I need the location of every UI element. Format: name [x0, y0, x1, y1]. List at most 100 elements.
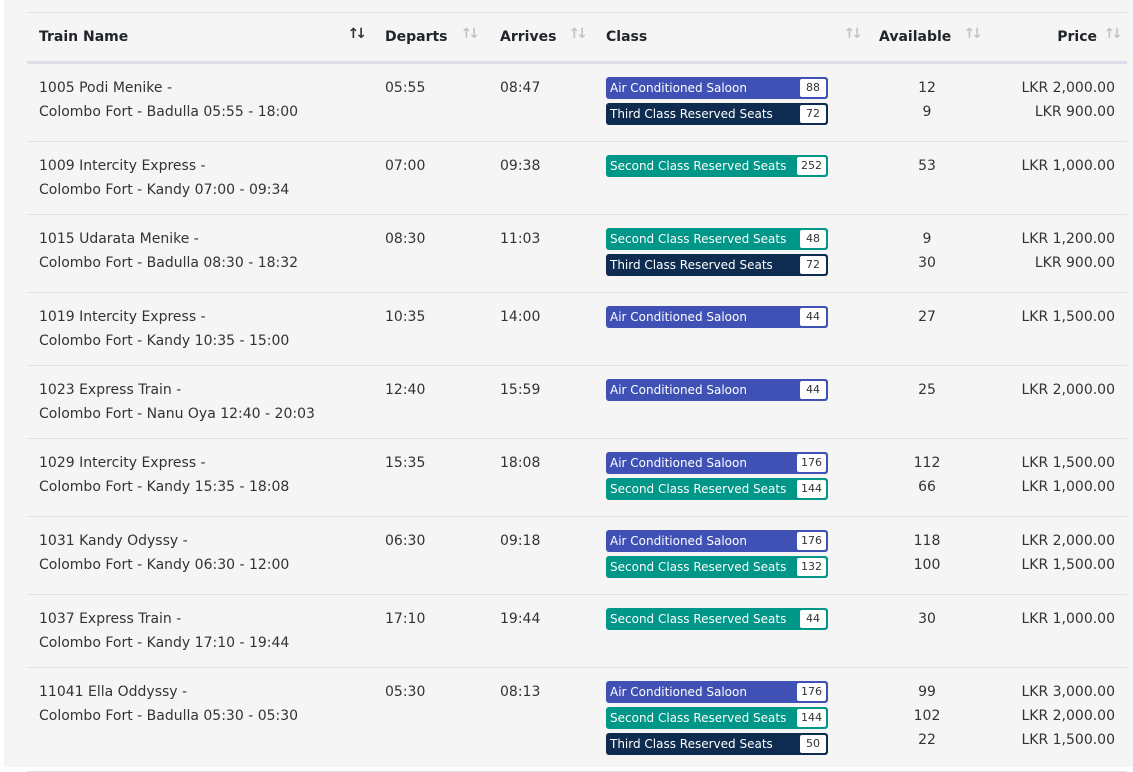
train-name-text: 1037 Express Train -: [39, 611, 182, 627]
seat-count-badge: 44: [800, 610, 826, 628]
train-name-text: Colombo Fort - Badulla 08:30 - 18:32: [39, 255, 299, 271]
seat-count-badge: 44: [800, 381, 826, 399]
seat-count-badge: 176: [797, 683, 826, 701]
class-badge[interactable]: Second Class Reserved Seats 144: [606, 478, 828, 500]
table-row[interactable]: 1015 Udarata Menike - Colombo Fort - Badu…: [27, 214, 1127, 293]
class-badge[interactable]: Third Class Reserved Seats 50: [606, 733, 828, 755]
class-badge[interactable]: Air Conditioned Saloon 88: [606, 77, 828, 99]
train-name-text: 1029 Intercity Express -: [39, 455, 206, 471]
price-value: LKR 1,200.00: [1021, 231, 1115, 247]
departs-cell: 17:10: [373, 594, 488, 668]
available-value: 22: [918, 732, 936, 748]
table-row[interactable]: 1029 Intercity Express - Colombo Fort - K…: [27, 438, 1127, 517]
sort-arrows-icon[interactable]: ↑↓: [347, 26, 368, 42]
sort-arrows-icon[interactable]: ↑↓: [1103, 26, 1124, 42]
available-cell: 112 66: [867, 438, 987, 517]
train-name-cell: 1031 Kandy Odyssy - Colombo Fort - Kandy …: [27, 516, 373, 595]
column-header-class[interactable]: Class ↑↓: [596, 12, 867, 64]
class-badge[interactable]: Second Class Reserved Seats 48: [606, 228, 828, 250]
column-header-departs[interactable]: Departs ↑↓: [373, 12, 488, 64]
departs-cell: 07:00: [373, 141, 488, 215]
sort-arrows-icon[interactable]: ↑↓: [963, 26, 984, 42]
class-badge[interactable]: Air Conditioned Saloon 176: [606, 530, 828, 552]
class-cell: Air Conditioned Saloon 44: [596, 292, 867, 366]
class-label: Second Class Reserved Seats: [610, 232, 787, 246]
column-header-train-name[interactable]: Train Name ↑↓: [27, 12, 373, 64]
sort-arrows-icon[interactable]: ↑↓: [568, 26, 589, 42]
class-label: Air Conditioned Saloon: [610, 310, 747, 324]
class-label: Third Class Reserved Seats: [610, 258, 773, 272]
class-badge[interactable]: Second Class Reserved Seats 144: [606, 707, 828, 729]
column-header-arrives[interactable]: Arrives ↑↓: [488, 12, 596, 64]
arrives-cell: 18:08: [488, 438, 596, 517]
available-value: 100: [913, 557, 941, 573]
price-cell: LKR 3,000.00 LKR 2,000.00 LKR 1,500.00: [987, 667, 1127, 772]
train-name-text: Colombo Fort - Nanu Oya 12:40 - 20:03: [39, 406, 315, 422]
class-label: Air Conditioned Saloon: [610, 383, 747, 397]
class-cell: Air Conditioned Saloon 176 Second Class Re…: [596, 667, 867, 772]
table-row[interactable]: 1023 Express Train - Colombo Fort - Nanu …: [27, 365, 1127, 439]
available-value: 66: [918, 479, 936, 495]
available-value: 102: [913, 708, 941, 724]
available-cell: 118 100: [867, 516, 987, 595]
sort-arrows-icon[interactable]: ↑↓: [843, 26, 864, 42]
price-value: LKR 900.00: [1034, 255, 1115, 271]
available-cell: 25: [867, 365, 987, 439]
available-cell: 30: [867, 594, 987, 668]
class-label: Air Conditioned Saloon: [610, 456, 747, 470]
price-cell: LKR 1,200.00 LKR 900.00: [987, 214, 1127, 293]
table-row[interactable]: 1031 Kandy Odyssy - Colombo Fort - Kandy …: [27, 516, 1127, 595]
departs-cell: 06:30: [373, 516, 488, 595]
seat-count-badge: 176: [797, 532, 826, 550]
class-label: Second Class Reserved Seats: [610, 711, 787, 725]
price-value: LKR 1,500.00: [1021, 732, 1115, 748]
train-name-text: Colombo Fort - Kandy 15:35 - 18:08: [39, 479, 290, 495]
seat-count-badge: 72: [800, 105, 826, 123]
available-value: 25: [918, 382, 936, 398]
table-row[interactable]: 1037 Express Train - Colombo Fort - Kandy…: [27, 594, 1127, 668]
class-label: Air Conditioned Saloon: [610, 534, 747, 548]
sort-arrows-icon[interactable]: ↑↓: [460, 26, 481, 42]
arrives-cell: 08:47: [488, 62, 596, 142]
table-row[interactable]: 1019 Intercity Express - Colombo Fort - K…: [27, 292, 1127, 366]
price-value: LKR 1,500.00: [1021, 557, 1115, 573]
seat-count-badge: 48: [800, 230, 826, 248]
train-name-text: 1009 Intercity Express -: [39, 158, 206, 174]
class-cell: Second Class Reserved Seats 252: [596, 141, 867, 215]
table-row[interactable]: 11041 Ella Oddyssy - Colombo Fort - Badul…: [27, 667, 1127, 772]
price-value: LKR 3,000.00: [1021, 684, 1115, 700]
train-name-text: Colombo Fort - Kandy 10:35 - 15:00: [39, 333, 290, 349]
available-cell: 53: [867, 141, 987, 215]
departs-cell: 10:35: [373, 292, 488, 366]
seat-count-badge: 88: [800, 79, 826, 97]
arrives-cell: 14:00: [488, 292, 596, 366]
class-badge[interactable]: Air Conditioned Saloon 176: [606, 452, 828, 474]
class-badge[interactable]: Second Class Reserved Seats 252: [606, 155, 828, 177]
class-cell: Air Conditioned Saloon 176 Second Class Re…: [596, 516, 867, 595]
price-cell: LKR 2,000.00: [987, 365, 1127, 439]
seat-count-badge: 132: [797, 558, 826, 576]
class-badge[interactable]: Air Conditioned Saloon 176: [606, 681, 828, 703]
class-cell: Second Class Reserved Seats 48 Third Class…: [596, 214, 867, 293]
seat-count-badge: 176: [797, 454, 826, 472]
class-badge[interactable]: Air Conditioned Saloon 44: [606, 306, 828, 328]
class-cell: Air Conditioned Saloon 176 Second Class Re…: [596, 438, 867, 517]
class-badge[interactable]: Third Class Reserved Seats 72: [606, 103, 828, 125]
class-badge[interactable]: Second Class Reserved Seats 132: [606, 556, 828, 578]
class-badge[interactable]: Third Class Reserved Seats 72: [606, 254, 828, 276]
train-name-cell: 1005 Podi Menike - Colombo Fort - Badulla…: [27, 62, 373, 142]
price-cell: LKR 1,500.00 LKR 1,000.00: [987, 438, 1127, 517]
departs-cell: 05:30: [373, 667, 488, 772]
column-header-available[interactable]: Available ↑↓: [867, 12, 987, 64]
price-value: LKR 2,000.00: [1021, 382, 1115, 398]
class-badge[interactable]: Second Class Reserved Seats 44: [606, 608, 828, 630]
available-cell: 99 102 22: [867, 667, 987, 772]
column-header-price[interactable]: Price ↑↓: [987, 12, 1127, 64]
seat-count-badge: 144: [797, 480, 826, 498]
train-name-cell: 1029 Intercity Express - Colombo Fort - K…: [27, 438, 373, 517]
arrives-cell: 08:13: [488, 667, 596, 772]
table-row[interactable]: 1009 Intercity Express - Colombo Fort - K…: [27, 141, 1127, 215]
price-value: LKR 900.00: [1034, 104, 1115, 120]
table-row[interactable]: 1005 Podi Menike - Colombo Fort - Badulla…: [27, 62, 1127, 142]
class-badge[interactable]: Air Conditioned Saloon 44: [606, 379, 828, 401]
